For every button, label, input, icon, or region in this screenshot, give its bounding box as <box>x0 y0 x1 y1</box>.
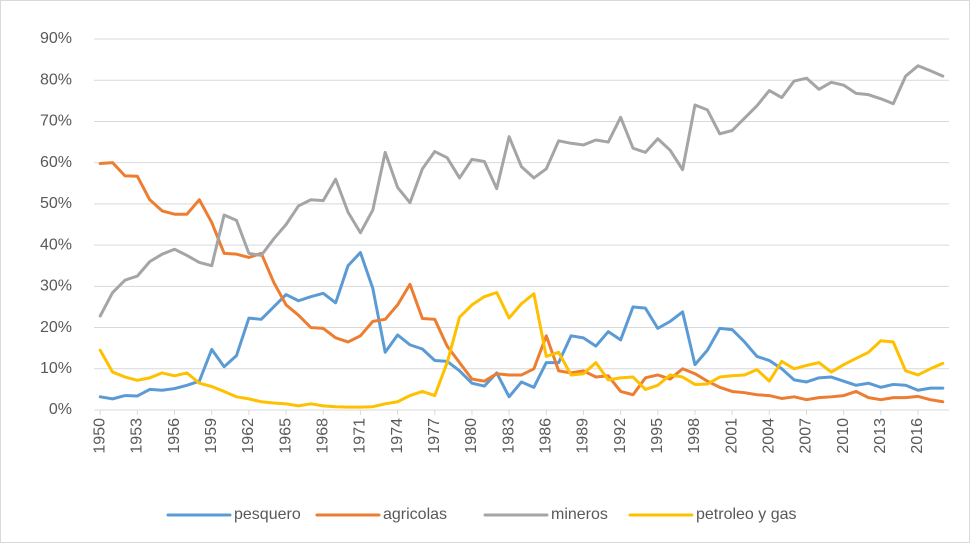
x-tick-label: 1959 <box>203 418 220 454</box>
y-tick-label: 40% <box>40 236 72 253</box>
x-tick-label: 2010 <box>835 418 852 454</box>
x-tick-label: 1992 <box>612 418 629 454</box>
series-line <box>98 251 945 401</box>
x-tick-label: 1971 <box>352 418 369 454</box>
y-tick-label: 50% <box>40 195 72 212</box>
y-tick-label: 0% <box>49 401 72 418</box>
x-tick-label: 1980 <box>463 418 480 454</box>
y-tick-label: 20% <box>40 319 72 336</box>
x-tick-label: 2007 <box>798 418 815 454</box>
x-tick-label: 1974 <box>389 418 406 454</box>
series-line <box>98 64 945 318</box>
y-tick-label: 80% <box>40 71 72 88</box>
x-tick-label: 1989 <box>575 418 592 454</box>
legend-label: mineros <box>551 506 608 523</box>
x-tick-label: 2004 <box>761 418 778 454</box>
y-tick-label: 30% <box>40 278 72 295</box>
x-tick-label: 1983 <box>500 418 517 454</box>
x-tick-label: 1956 <box>166 418 183 454</box>
x-tick-label: 1968 <box>314 418 331 454</box>
y-tick-label: 10% <box>40 360 72 377</box>
x-tick-label: 1962 <box>240 418 257 454</box>
x-tick-label: 1950 <box>91 418 108 454</box>
x-tick-label: 1977 <box>426 418 443 454</box>
x-tick-label: 1998 <box>686 418 703 454</box>
legend-label: agricolas <box>383 506 447 523</box>
x-tick-label: 1953 <box>129 418 146 454</box>
series-line <box>98 291 945 409</box>
y-tick-label: 90% <box>40 30 72 47</box>
x-tick-label: 1986 <box>538 418 555 454</box>
legend-label: pesquero <box>234 506 301 523</box>
x-tick-label: 2001 <box>723 418 740 454</box>
legend-label: petroleo y gas <box>696 506 797 523</box>
x-tick-label: 1995 <box>649 418 666 454</box>
y-tick-label: 60% <box>40 154 72 171</box>
x-tick-label: 2013 <box>872 418 889 454</box>
x-tick-label: 1965 <box>277 418 294 454</box>
series-line <box>98 161 945 404</box>
y-tick-label: 70% <box>40 113 72 130</box>
x-tick-label: 2016 <box>909 418 926 454</box>
